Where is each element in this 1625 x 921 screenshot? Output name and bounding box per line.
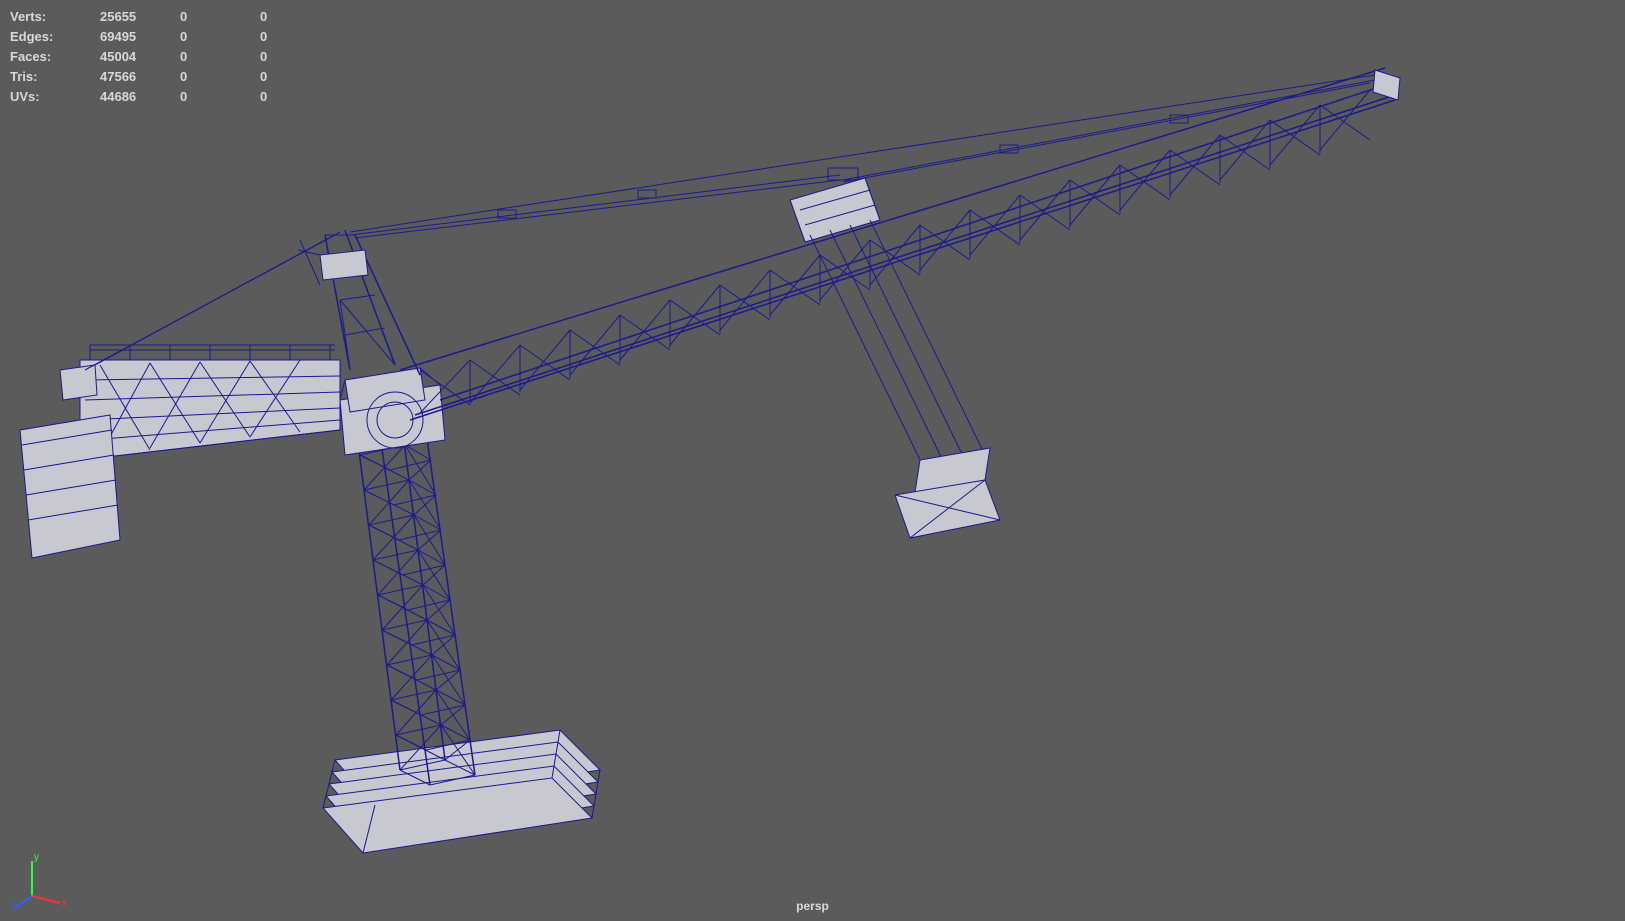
stats-label: UVs: bbox=[10, 89, 100, 104]
stats-row-faces: Faces: 45004 0 0 bbox=[10, 46, 340, 66]
stats-value: 0 bbox=[260, 49, 340, 64]
crane-jib bbox=[400, 68, 1400, 420]
stats-label: Faces: bbox=[10, 49, 100, 64]
crane-load bbox=[895, 480, 1000, 538]
axis-y-label: y bbox=[34, 852, 39, 863]
stats-value: 25655 bbox=[100, 9, 180, 24]
viewport-3d[interactable]: Verts: 25655 0 0 Edges: 69495 0 0 Faces:… bbox=[0, 0, 1625, 921]
polycount-hud: Verts: 25655 0 0 Edges: 69495 0 0 Faces:… bbox=[10, 6, 340, 106]
crane-counter-jib bbox=[20, 345, 340, 558]
crane-tie-cables bbox=[85, 75, 1375, 370]
stats-row-verts: Verts: 25655 0 0 bbox=[10, 6, 340, 26]
stats-value: 0 bbox=[260, 9, 340, 24]
wireframe-render bbox=[0, 0, 1625, 921]
stats-value: 45004 bbox=[100, 49, 180, 64]
crane-cab bbox=[340, 368, 445, 455]
crane-apex bbox=[298, 230, 420, 375]
stats-label: Verts: bbox=[10, 9, 100, 24]
crane-trolley bbox=[790, 178, 880, 242]
crane-tower bbox=[355, 410, 475, 785]
stats-label: Tris: bbox=[10, 69, 100, 84]
stats-value: 0 bbox=[260, 29, 340, 44]
stats-value: 0 bbox=[180, 9, 260, 24]
stats-row-uvs: UVs: 44686 0 0 bbox=[10, 86, 340, 106]
stats-value: 0 bbox=[180, 49, 260, 64]
stats-label: Edges: bbox=[10, 29, 100, 44]
view-axis-gizmo[interactable]: y x z bbox=[12, 851, 72, 911]
axis-z-label: z bbox=[12, 901, 17, 911]
stats-value: 0 bbox=[180, 69, 260, 84]
stats-row-tris: Tris: 47566 0 0 bbox=[10, 66, 340, 86]
stats-value: 0 bbox=[180, 89, 260, 104]
camera-name-label: persp bbox=[796, 899, 829, 913]
stats-row-edges: Edges: 69495 0 0 bbox=[10, 26, 340, 46]
stats-value: 44686 bbox=[100, 89, 180, 104]
axis-x-label: x bbox=[62, 898, 67, 909]
stats-value: 47566 bbox=[100, 69, 180, 84]
crane-base bbox=[323, 730, 600, 853]
stats-value: 0 bbox=[180, 29, 260, 44]
stats-value: 0 bbox=[260, 69, 340, 84]
stats-value: 0 bbox=[260, 89, 340, 104]
stats-value: 69495 bbox=[100, 29, 180, 44]
